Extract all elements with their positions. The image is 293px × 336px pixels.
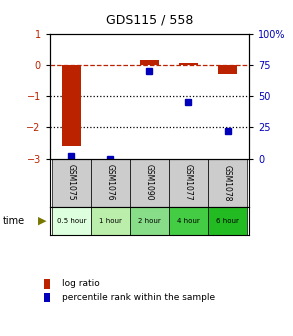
- Text: ▶: ▶: [38, 216, 47, 226]
- Text: 1 hour: 1 hour: [99, 218, 122, 224]
- Bar: [52, 159, 91, 207]
- Bar: [91, 207, 130, 235]
- Bar: [179, 63, 198, 65]
- Text: GSM1078: GSM1078: [223, 165, 232, 201]
- Text: GDS115 / 558: GDS115 / 558: [106, 14, 193, 27]
- Bar: [169, 207, 208, 235]
- Text: 2 hour: 2 hour: [138, 218, 161, 224]
- Bar: [208, 207, 247, 235]
- Text: GSM1077: GSM1077: [184, 164, 193, 201]
- Bar: [140, 60, 159, 65]
- Bar: [91, 159, 130, 207]
- Bar: [130, 207, 169, 235]
- Bar: [218, 65, 237, 74]
- Text: GSM1075: GSM1075: [67, 164, 76, 201]
- Bar: [208, 159, 247, 207]
- Text: time: time: [3, 216, 25, 226]
- Bar: [169, 159, 208, 207]
- Bar: [52, 207, 91, 235]
- Text: GSM1076: GSM1076: [106, 164, 115, 201]
- Bar: [62, 65, 81, 146]
- Bar: [130, 159, 169, 207]
- Text: GSM1090: GSM1090: [145, 164, 154, 201]
- Text: log ratio: log ratio: [62, 280, 99, 288]
- Text: 4 hour: 4 hour: [177, 218, 200, 224]
- Text: percentile rank within the sample: percentile rank within the sample: [62, 293, 215, 302]
- Text: 6 hour: 6 hour: [216, 218, 239, 224]
- Text: 0.5 hour: 0.5 hour: [57, 218, 86, 224]
